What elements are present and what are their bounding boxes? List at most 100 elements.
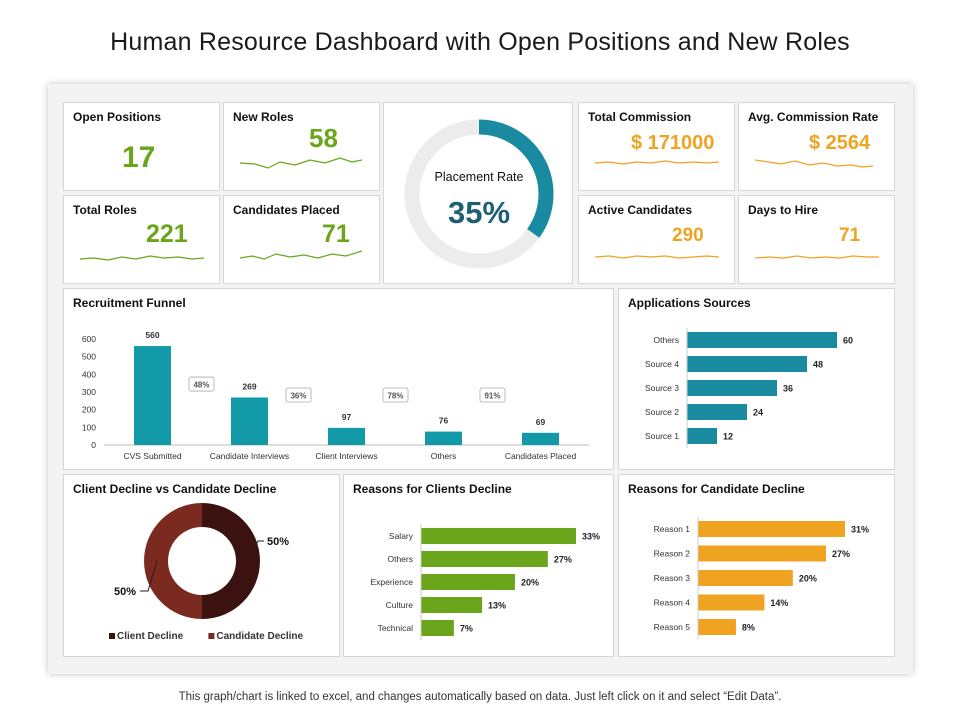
kpi-value: 71 xyxy=(322,220,350,248)
funnel-bar xyxy=(328,427,365,445)
kpi-open-positions[interactable]: Open Positions 17 xyxy=(63,102,220,191)
x-tick-label: Candidate Interviews xyxy=(210,451,289,461)
kpi-days-to-hire[interactable]: Days to Hire 71 xyxy=(738,195,895,284)
placement-arc xyxy=(478,119,554,238)
kpi-value: 17 xyxy=(122,141,156,174)
category-label: Source 2 xyxy=(645,407,679,417)
kpi-label: Days to Hire xyxy=(748,203,819,217)
bar-value-label: 97 xyxy=(342,412,352,422)
bar-value-label: 20% xyxy=(521,578,539,588)
kpi-candidates-placed[interactable]: Candidates Placed 71 xyxy=(223,195,380,284)
applications-sources-chart: Others 60 Source 4 48 Source 3 36 Source 2 24 So… xyxy=(645,328,853,448)
placement-rate-label: Placement Rate xyxy=(435,170,524,184)
bar-value-label: 27% xyxy=(554,555,572,565)
kpi-label: Total Roles xyxy=(73,203,137,217)
y-tick-label: 200 xyxy=(82,405,96,415)
bar-value-label: 13% xyxy=(488,601,506,611)
bar-value-label: 69 xyxy=(536,417,546,427)
candidate-decline-card[interactable]: Reasons for Candidate Decline Reason 1 31… xyxy=(618,474,895,657)
funnel-bar xyxy=(425,431,462,445)
kpi-value: 58 xyxy=(309,123,338,153)
bar-value-label: 8% xyxy=(742,623,755,633)
kpi-label: Active Candidates xyxy=(588,203,693,217)
category-label: Others xyxy=(387,554,413,564)
donut-slice xyxy=(144,503,202,619)
kpi-value: 290 xyxy=(672,225,704,246)
bar-value-label: 269 xyxy=(242,381,256,391)
conversion-rate-label: 36% xyxy=(290,392,306,401)
funnel-bar xyxy=(522,432,559,445)
kpi-new-roles[interactable]: New Roles 58 xyxy=(223,102,380,191)
sparkline xyxy=(80,255,204,261)
category-label: Source 1 xyxy=(645,431,679,441)
placement-rate-card[interactable]: Placement Rate 35% xyxy=(383,102,573,284)
chart-title: Client Decline vs Candidate Decline xyxy=(73,482,277,496)
placement-rate-donut: Placement Rate 35% xyxy=(404,119,554,269)
y-tick-label: 400 xyxy=(82,369,96,379)
bar-value-label: 12 xyxy=(723,432,733,442)
funnel-bar xyxy=(134,346,171,445)
sparkline xyxy=(755,255,879,259)
legend-swatch xyxy=(208,633,215,639)
kpi-total-commission[interactable]: Total Commission $ 171000 xyxy=(578,102,735,191)
recruitment-funnel-card[interactable]: Recruitment Funnel 0 100 200 300 400 500 600 56… xyxy=(63,288,614,470)
category-label: Culture xyxy=(386,600,414,610)
bar-value-label: 14% xyxy=(770,598,788,608)
x-tick-label: CVS Submitted xyxy=(123,451,181,461)
category-label: Experience xyxy=(370,577,413,587)
applications-sources-card[interactable]: Applications Sources Others 60 Source 4 48 S… xyxy=(618,288,895,470)
bar-value-label: 560 xyxy=(145,330,159,340)
legend-label: Client Decline xyxy=(117,631,184,642)
bar-value-label: 27% xyxy=(832,549,850,559)
decline-donut-chart: 50% 50% Client Decline Candidate Decline xyxy=(109,503,304,642)
donut-slice xyxy=(202,503,260,619)
chart-title: Applications Sources xyxy=(628,296,751,310)
bar xyxy=(687,404,747,420)
bar xyxy=(698,521,845,537)
bar xyxy=(687,356,807,372)
category-label: Source 4 xyxy=(645,359,679,369)
bar-value-label: 31% xyxy=(851,525,869,535)
sparkline xyxy=(595,160,719,165)
bar xyxy=(421,597,483,613)
bar-value-label: 20% xyxy=(799,574,817,584)
conversion-rate-label: 91% xyxy=(484,392,500,401)
clients-decline-card[interactable]: Reasons for Clients Decline Salary 33% Oth… xyxy=(343,474,614,657)
kpi-total-roles[interactable]: Total Roles 221 xyxy=(63,195,220,284)
bar xyxy=(698,594,765,611)
kpi-avg-commission-rate[interactable]: Avg. Commission Rate $ 2564 xyxy=(738,102,895,191)
conversion-rate-box: 91% xyxy=(479,387,506,403)
kpi-value: $ 2564 xyxy=(809,132,871,154)
bar-value-label: 24 xyxy=(753,408,763,418)
category-label: Reason 5 xyxy=(654,622,691,632)
decline-pie-card[interactable]: Client Decline vs Candidate Decline 50% 5… xyxy=(63,474,340,657)
candidate-decline-chart: Reason 1 31% Reason 2 27% Reason 3 20% Reason … xyxy=(654,517,869,639)
kpi-active-candidates[interactable]: Active Candidates 290 xyxy=(578,195,735,284)
bar xyxy=(687,380,777,396)
category-label: Reason 3 xyxy=(654,573,691,583)
category-label: Others xyxy=(653,335,679,345)
bar xyxy=(421,551,548,567)
bar xyxy=(698,619,736,635)
bar xyxy=(687,332,837,348)
category-label: Technical xyxy=(378,623,414,633)
y-tick-label: 500 xyxy=(82,352,96,362)
sparkline xyxy=(755,159,873,168)
bar-value-label: 36 xyxy=(783,384,793,394)
category-label: Salary xyxy=(389,531,414,541)
y-tick-label: 600 xyxy=(82,334,96,344)
category-label: Reason 2 xyxy=(654,549,691,559)
bar xyxy=(687,428,717,444)
legend-label: Candidate Decline xyxy=(216,631,303,642)
sparkline xyxy=(240,157,362,169)
leader-line xyxy=(246,540,264,563)
bar xyxy=(698,545,827,562)
dashboard-board: Open Positions 17 New Roles 58 Total Rol… xyxy=(48,84,913,674)
leader-line xyxy=(140,560,158,592)
bar xyxy=(698,570,793,586)
conversion-rate-label: 78% xyxy=(387,392,403,401)
bar-value-label: 33% xyxy=(582,532,600,542)
bar-value-label: 48 xyxy=(813,360,823,370)
placement-rate-value: 35% xyxy=(448,195,510,230)
bar-value-label: 7% xyxy=(460,624,473,634)
